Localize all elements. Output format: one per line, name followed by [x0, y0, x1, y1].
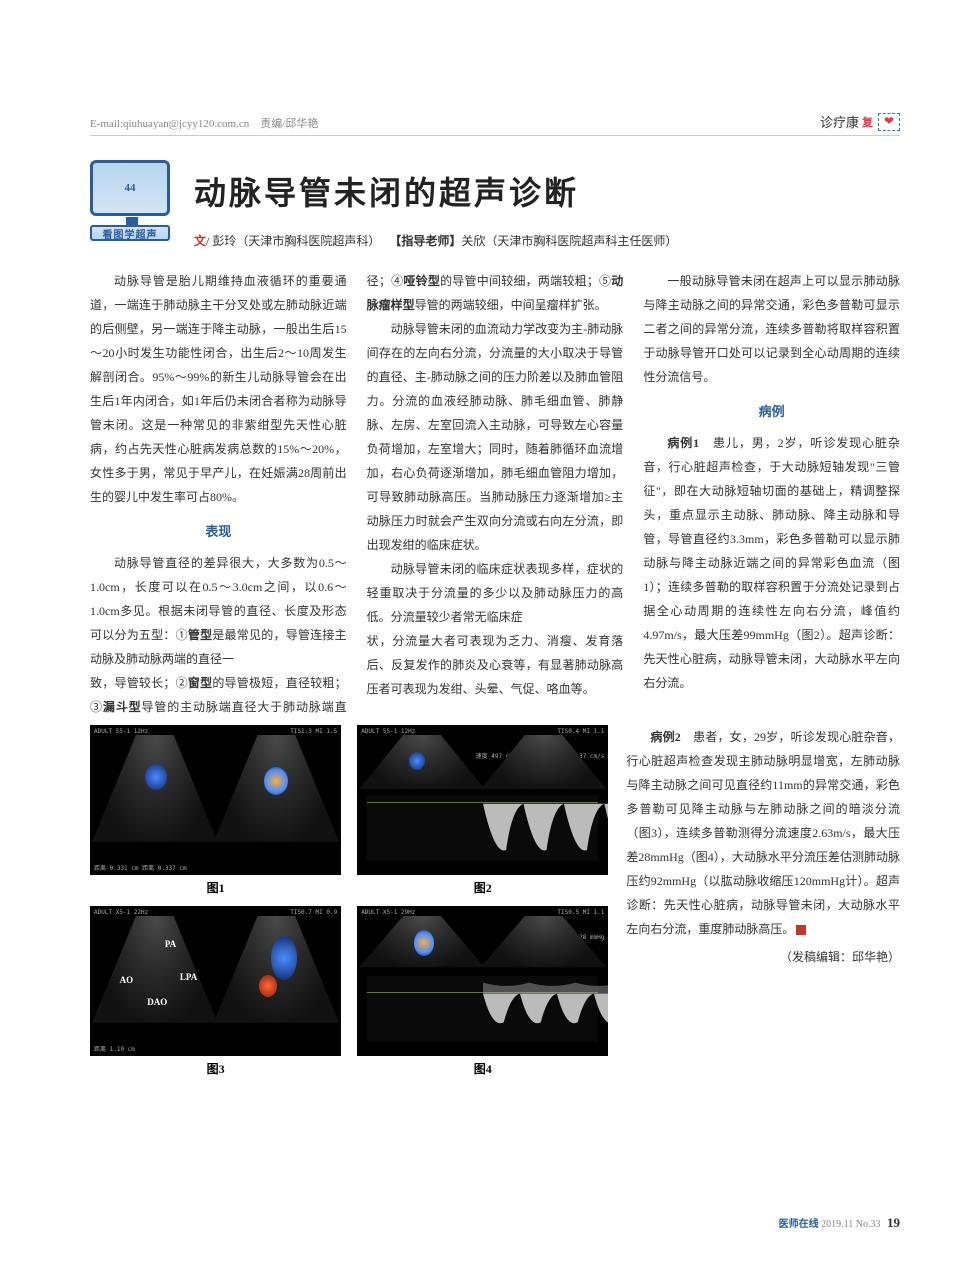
category-prefix: 诊疗康: [820, 112, 859, 131]
mp2b3: 漏斗型: [103, 700, 142, 714]
title-area: 动脉导管未闭的超声诊断 文/ 彭玲（天津市胸科医院超声科） 【指导老师】关欣（天…: [194, 160, 900, 249]
f3-cdf2: [259, 975, 277, 997]
case2-para: 病例2 患者，女，29岁，听诊发现心脏杂音，行心脏超声检查发现主肺动脉明显增宽，…: [626, 725, 900, 941]
f1-tl: ADULT 55-1 12Hz: [94, 728, 148, 735]
f3-caption: 图3: [90, 1060, 341, 1077]
advisor-name: 关欣（天津市胸科医院超声科主任医师）: [461, 234, 677, 248]
column-3-lower: 病例2 患者，女，29岁，听诊发现心脏杂音，行心脏超声检查发现主肺动脉明显增宽，…: [626, 725, 900, 1077]
heart-icon: ❤: [878, 113, 900, 131]
advisor-label: 【指导老师】: [395, 234, 461, 248]
case1-label: 病例1: [667, 436, 699, 450]
category-accent: 复: [862, 114, 873, 130]
f3-lpa: LPA: [180, 972, 197, 982]
byline-label: 文/: [194, 234, 209, 248]
figure-2: ADULT 55-1 12Hz TIS0.4 MI 1.1 速度 497 cm/…: [357, 725, 608, 896]
header-area: 44 看图学超声 动脉导管未闭的超声诊断 文/ 彭玲（天津市胸科医院超声科） 【…: [90, 160, 900, 249]
f3-tl: ADULT X5-1 22Hz: [94, 909, 148, 916]
figures-and-column3: ADULT 55-1 12Hz TIS1.3 MI 1.5 距离 0.331 c…: [90, 725, 900, 1077]
f4-cdf: [414, 930, 434, 956]
f2-fan-l: [359, 735, 485, 792]
logo-caption: 看图学超声: [103, 226, 158, 241]
f2-caption: 图2: [357, 879, 608, 896]
ultrasound-image-4: ADULT X5-1 29Hz TIS0.5 MI 1.1 速度 263 cm/…: [357, 906, 608, 1056]
hemo-para: 动脉导管未闭的血流动力学改变为主-肺动脉间存在的左向右分流，分流量的大小取决于导…: [367, 317, 624, 557]
ultrasound-image-2: ADULT 55-1 12Hz TIS0.4 MI 1.1 速度 497 cm/…: [357, 725, 608, 875]
case2-label: 病例2: [650, 730, 680, 744]
mp1b1: 管型: [188, 628, 212, 642]
figure-4: ADULT X5-1 29Hz TIS0.5 MI 1.1 速度 263 cm/…: [357, 906, 608, 1077]
ultrasound-image-1: ADULT 55-1 12Hz TIS1.3 MI 1.5 距离 0.331 c…: [90, 725, 341, 875]
monitor-stand: [126, 217, 138, 225]
article-body: 动脉导管是胎儿期维持血液循环的重要通道，一端连于肺动脉主干分叉处或左肺动脉近端的…: [90, 269, 900, 1077]
footer-mag: 医师在线: [779, 1219, 819, 1230]
f1-cdf1: [145, 764, 167, 790]
f1-fan-r: [214, 735, 340, 848]
case1-start: 病例1 患儿，男，2岁，听诊发现心脏杂音，行心脏超声检查，于大动脉短轴发现"三管…: [643, 431, 900, 695]
intro-para: 动脉导管是胎儿期维持血液循环的重要通道，一端连于肺动脉主干分叉处或左肺动脉近端的…: [90, 269, 347, 509]
f1-tr: TIS1.3 MI 1.5: [290, 728, 337, 735]
f2-spectrum: [367, 795, 598, 861]
f4-caption: 图4: [357, 1060, 608, 1077]
f3-bl: 距离 1.10 cm: [94, 1044, 135, 1053]
figures-grid: ADULT 55-1 12Hz TIS1.3 MI 1.5 距离 0.331 c…: [90, 725, 608, 1077]
monitor-base: 看图学超声: [90, 225, 170, 241]
f4-wave: [483, 976, 609, 1042]
figure-1: ADULT 55-1 12Hz TIS1.3 MI 1.5 距离 0.331 c…: [90, 725, 341, 896]
clinical-tail: 状，分流量大者可表现为乏力、消瘦、发育落后、反复发作的肺炎及心衰等，有显著肺动脉…: [367, 629, 624, 701]
f4-fan-r: [481, 916, 607, 970]
mp2a: 致，导管较长；②: [90, 676, 188, 690]
footer-issue: 2019.11 No.33: [819, 1219, 883, 1230]
mp2e: 导管的两端较细，中间呈瘤样扩张。: [415, 298, 607, 312]
case1-text: 患儿，男，2岁，听诊发现心脏杂音，行心脏超声检查，于大动脉短轴发现"三管征"，即…: [643, 436, 900, 690]
f3-fan-r: [214, 916, 340, 1029]
f1-bl: 距离 0.331 cm 距离 0.337 cm: [94, 863, 187, 872]
column-logo: 44 看图学超声: [90, 160, 174, 249]
f2-tr: TIS0.4 MI 1.1: [557, 728, 604, 735]
footer-page: 19: [887, 1215, 900, 1230]
f4-tr: TIS0.5 MI 1.1: [557, 909, 604, 916]
figure-3: ADULT X5-1 22Hz TIS0.7 MI 0.9 距离 1.10 cm…: [90, 906, 341, 1077]
mp2d: 的导管中间较细，两端较粗；⑤: [440, 274, 611, 288]
manifest-p1: 动脉导管直径的差异很大，大多数为0.5～1.0cm，长度可以在0.5～3.0cm…: [90, 551, 347, 671]
ultrasound-image-3: ADULT X5-1 22Hz TIS0.7 MI 0.9 距离 1.10 cm…: [90, 906, 341, 1056]
byline-author: 彭玲（天津市胸科医院超声科）: [209, 234, 380, 248]
f1-fan-l: [92, 735, 218, 848]
f2-cdf: [409, 752, 425, 770]
f3-fan-l: AO PA LPA DAO: [92, 916, 218, 1029]
mp2b4: 哑铃型: [403, 274, 440, 288]
f1-caption: 图1: [90, 879, 341, 896]
f3-pa: PA: [165, 939, 176, 949]
three-column-text: 动脉导管是胎儿期维持血液循环的重要通道，一端连于肺动脉主干分叉处或左肺动脉近端的…: [90, 269, 900, 719]
article-title: 动脉导管未闭的超声诊断: [194, 168, 900, 214]
f4-spectrum: [367, 976, 598, 1042]
f4-tl: ADULT X5-1 29Hz: [361, 909, 415, 916]
top-bar: E-mail:qiuhuayan@jcyy120.com.cn 责编/邱华艳 诊…: [90, 0, 900, 136]
byline: 文/ 彭玲（天津市胸科医院超声科） 【指导老师】关欣（天津市胸科医院超声科主任医…: [194, 232, 900, 249]
f3-tr: TIS0.7 MI 0.9: [290, 909, 337, 916]
f3-cdf1: [271, 936, 297, 980]
page-footer: 医师在线 2019.11 No.33 19: [779, 1215, 900, 1231]
f1-cdf2: [264, 767, 288, 795]
f2-fan-r: [481, 735, 607, 792]
case2-text: 患者，女，29岁，听诊发现心脏杂音，行心脏超声检查发现主肺动脉明显增宽，左肺动脉…: [626, 730, 900, 936]
monitor-icon: 44: [90, 160, 170, 216]
section-head-manifest: 表现: [90, 519, 347, 545]
section-head-cases: 病例: [643, 399, 900, 425]
email-line: E-mail:qiuhuayan@jcyy120.com.cn 责编/邱华艳: [90, 115, 318, 131]
category-block: 诊疗康 复 ❤: [820, 112, 900, 131]
clinical-para: 动脉导管未闭的临床症状表现多样，症状的轻重取决于分流量的多少以及肺动脉压力的高低…: [367, 557, 624, 629]
f3-ao: AO: [120, 975, 134, 985]
us-general: 一般动脉导管未闭在超声上可以显示肺动脉与降主动脉之间的异常交通，彩色多普勒可显示…: [643, 269, 900, 389]
editor-credit: （发稿编辑：邱华艳）: [626, 945, 900, 969]
end-marker-icon: [796, 925, 806, 935]
mp2b2: 窗型: [188, 676, 212, 690]
f2-wave: [483, 795, 609, 861]
f4-fan-l: [359, 916, 485, 970]
monitor-number: 44: [125, 182, 136, 194]
f3-dao: DAO: [147, 997, 167, 1007]
f2-tl: ADULT 55-1 12Hz: [361, 728, 415, 735]
